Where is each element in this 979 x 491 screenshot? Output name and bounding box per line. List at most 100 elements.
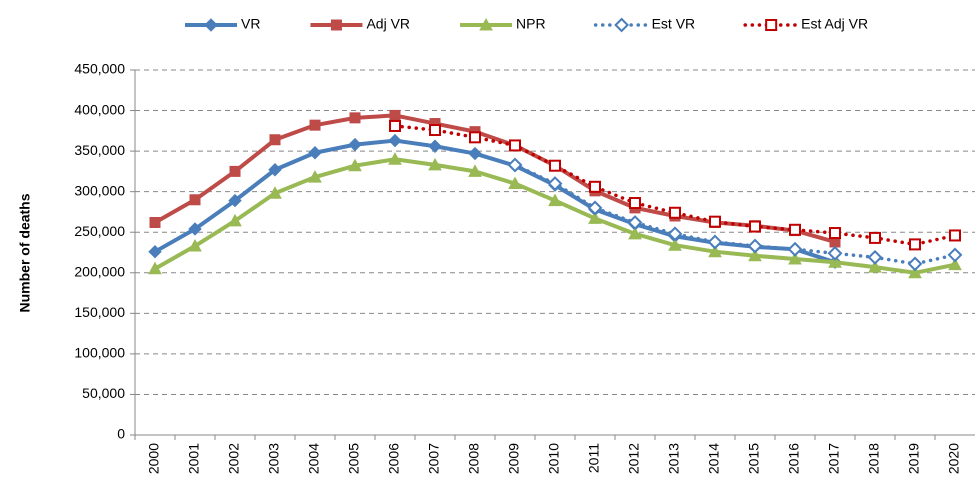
marker — [869, 231, 881, 244]
y-tick-label: 300,000 — [74, 182, 125, 198]
marker — [629, 197, 641, 210]
marker — [428, 157, 442, 171]
x-tick-label: 2013 — [666, 443, 682, 474]
marker — [868, 260, 882, 273]
marker — [204, 18, 218, 32]
marker — [348, 137, 362, 152]
marker — [667, 226, 683, 242]
y-tick-label: 50,000 — [82, 385, 125, 401]
y-tick-label: 450,000 — [74, 61, 125, 77]
marker — [308, 170, 322, 183]
legend-item: VR — [185, 16, 260, 32]
y-tick-label: 150,000 — [74, 304, 125, 320]
marker — [479, 17, 493, 31]
marker — [330, 19, 342, 31]
y-axis-title: Number of deaths — [17, 193, 33, 312]
legend-label: NPR — [516, 16, 546, 32]
marker — [309, 119, 321, 131]
marker — [388, 133, 402, 148]
marker — [827, 245, 843, 261]
marker — [389, 119, 401, 132]
marker — [268, 163, 282, 177]
marker — [148, 244, 162, 259]
x-tick-label: 2006 — [386, 443, 402, 474]
marker — [709, 215, 721, 228]
legend-label: VR — [241, 16, 260, 32]
legend-label: Est VR — [652, 16, 696, 32]
x-tick-label: 2000 — [146, 443, 162, 474]
x-tick-label: 2007 — [426, 443, 442, 474]
marker — [707, 234, 723, 250]
marker — [509, 139, 521, 152]
marker — [614, 17, 630, 33]
x-tick-label: 2019 — [906, 443, 922, 474]
marker — [668, 238, 682, 251]
marker — [787, 241, 803, 257]
x-tick-label: 2008 — [466, 443, 482, 474]
marker — [788, 251, 802, 265]
x-tick-label: 2014 — [706, 443, 722, 474]
x-tick-label: 2002 — [226, 443, 242, 474]
x-tick-label: 2010 — [546, 443, 562, 474]
marker — [789, 223, 801, 236]
x-tick-label: 2017 — [826, 443, 842, 474]
marker — [508, 176, 522, 190]
marker — [149, 216, 161, 228]
legend-item: Adj VR — [310, 16, 410, 32]
marker — [909, 238, 921, 251]
marker — [469, 131, 481, 144]
marker — [749, 220, 761, 233]
x-tick-label: 2005 — [346, 443, 362, 474]
x-tick-label: 2011 — [586, 443, 602, 473]
marker — [229, 165, 241, 177]
x-tick-label: 2009 — [506, 443, 522, 474]
marker — [627, 215, 643, 230]
marker — [428, 139, 442, 153]
series-line — [393, 124, 957, 247]
marker — [867, 249, 883, 265]
y-tick-label: 350,000 — [74, 142, 125, 158]
series — [389, 119, 961, 251]
series — [148, 133, 842, 269]
marker — [549, 159, 561, 172]
x-tick-label: 2016 — [786, 443, 802, 474]
x-tick-label: 2012 — [626, 443, 642, 474]
y-tick-label: 0 — [117, 426, 125, 442]
marker — [948, 257, 962, 271]
marker — [708, 244, 722, 258]
x-tick-label: 2015 — [746, 443, 762, 474]
marker — [468, 164, 482, 177]
marker — [268, 186, 282, 199]
marker — [349, 112, 361, 124]
marker — [148, 261, 162, 275]
marker — [829, 227, 841, 240]
marker — [588, 211, 602, 224]
marker — [949, 229, 961, 242]
marker — [907, 256, 923, 272]
y-tick-label: 250,000 — [74, 223, 125, 239]
legend-label: Adj VR — [366, 16, 410, 32]
marker — [189, 194, 201, 206]
x-tick-label: 2001 — [186, 443, 202, 474]
legend-label: Est Adj VR — [801, 16, 868, 32]
marker — [228, 193, 242, 208]
x-tick-label: 2004 — [306, 443, 322, 474]
series — [148, 152, 962, 279]
series-line — [154, 113, 836, 244]
series-line — [154, 138, 836, 265]
marker — [388, 152, 402, 165]
marker — [669, 206, 681, 219]
marker — [308, 146, 322, 160]
marker — [747, 238, 763, 254]
series-line — [513, 163, 957, 266]
marker — [628, 226, 642, 240]
marker — [548, 193, 562, 207]
y-tick-label: 400,000 — [74, 101, 125, 117]
y-tick-label: 200,000 — [74, 263, 125, 279]
marker — [748, 248, 762, 262]
marker — [947, 247, 963, 263]
legend-item: Est VR — [593, 16, 696, 33]
legend-item: Est Adj VR — [743, 16, 868, 32]
marker — [348, 158, 362, 172]
